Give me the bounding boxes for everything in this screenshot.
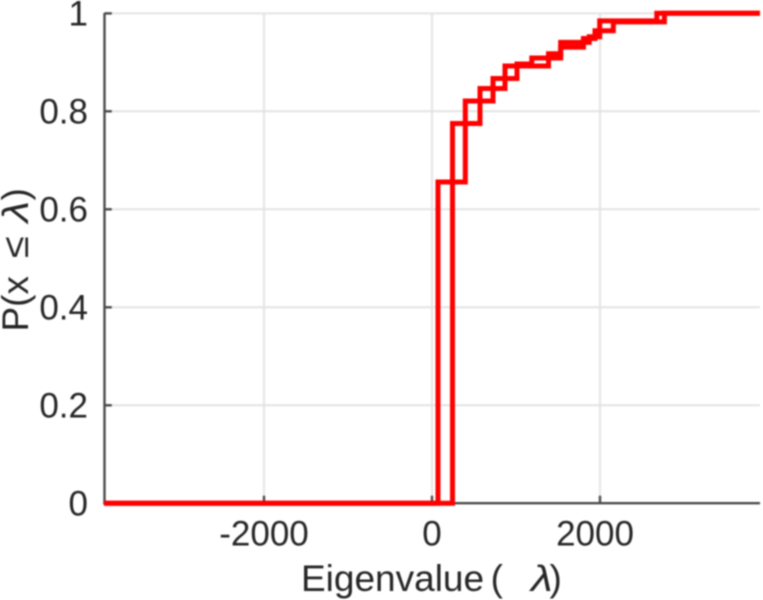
svg-text:0: 0: [69, 485, 88, 524]
svg-text:Eigenvalue: Eigenvalue: [301, 558, 484, 599]
svg-text:λ: λ: [0, 201, 36, 225]
svg-text:): ): [0, 188, 36, 200]
svg-text:0.6: 0.6: [39, 191, 88, 230]
svg-text:1: 1: [69, 0, 88, 34]
svg-text:2000: 2000: [556, 515, 634, 554]
svg-text:0.8: 0.8: [39, 93, 88, 132]
svg-text:λ: λ: [529, 559, 553, 599]
svg-text:0: 0: [422, 515, 441, 554]
svg-text:P(x: P(x: [0, 276, 36, 332]
svg-text:): ): [550, 558, 562, 599]
svg-text:-2000: -2000: [219, 515, 309, 554]
svg-text:(: (: [491, 558, 504, 599]
svg-text:0.4: 0.4: [39, 289, 88, 328]
svg-text:0.2: 0.2: [39, 387, 88, 426]
svg-text:≤: ≤: [0, 236, 37, 258]
